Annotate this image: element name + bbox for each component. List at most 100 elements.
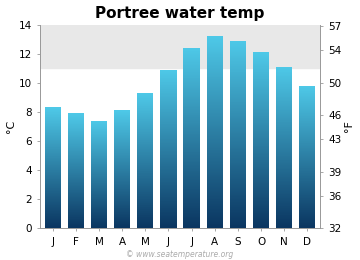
Bar [160,124,176,125]
Bar [184,135,200,136]
Bar [91,162,107,163]
Bar [68,204,84,205]
Bar [230,57,246,58]
Bar [137,189,153,190]
Bar [45,225,61,226]
Bar [184,113,200,114]
Bar [184,169,200,170]
Bar [207,192,223,193]
Bar [276,135,292,136]
Bar [299,161,315,162]
Bar [230,101,246,102]
Bar [91,136,107,137]
Bar [184,223,200,224]
Bar [207,54,223,55]
Bar [160,150,176,151]
Bar [276,150,292,151]
Bar [230,218,246,219]
Bar [160,156,176,157]
Bar [230,121,246,122]
Bar [114,170,130,171]
Bar [276,168,292,169]
Bar [230,98,246,99]
Bar [253,174,269,176]
Bar [207,139,223,140]
Bar [45,210,61,211]
Bar [207,67,223,68]
Bar [184,74,200,75]
Bar [45,205,61,206]
Bar [253,113,269,114]
Bar [45,195,61,196]
Bar [299,122,315,123]
Bar [184,184,200,185]
Bar [276,88,292,89]
Bar [253,178,269,179]
Bar [276,83,292,84]
Bar [253,84,269,85]
Bar [184,198,200,199]
Bar [207,110,223,111]
Bar [184,142,200,144]
Bar [276,215,292,216]
Bar [137,148,153,149]
Bar [207,62,223,63]
Bar [160,80,176,81]
Bar [68,136,84,137]
Bar [299,133,315,134]
Bar [253,55,269,56]
Bar [114,151,130,152]
Bar [160,166,176,167]
Bar [230,99,246,100]
Bar [184,210,200,211]
Bar [91,147,107,148]
Bar [137,121,153,122]
Bar [114,205,130,206]
Bar [160,123,176,124]
Bar [299,216,315,217]
Bar [299,175,315,176]
Bar [68,118,84,119]
Bar [91,196,107,197]
Bar [114,111,130,112]
Bar [276,192,292,193]
Bar [184,141,200,142]
Bar [137,97,153,98]
Bar [160,163,176,164]
Title: Portree water temp: Portree water temp [95,5,265,21]
Bar [184,98,200,99]
Bar [137,225,153,226]
Bar [91,188,107,189]
Bar [184,102,200,103]
Bar [276,154,292,155]
Bar [45,148,61,149]
Bar [253,169,269,170]
Bar [45,189,61,190]
Bar [114,163,130,164]
Bar [253,207,269,208]
Bar [137,134,153,135]
Bar [184,225,200,226]
Bar [230,122,246,123]
Bar [137,205,153,206]
Bar [160,173,176,174]
Bar [160,106,176,107]
Bar [160,91,176,92]
Bar [45,110,61,111]
Bar [91,227,107,228]
Bar [68,200,84,201]
Bar [137,164,153,165]
Bar [45,199,61,200]
Bar [160,157,176,158]
Bar [114,185,130,186]
Bar [137,137,153,138]
Bar [137,218,153,219]
Bar [299,145,315,146]
Bar [207,177,223,178]
Bar [230,146,246,147]
Bar [184,181,200,182]
Bar [114,203,130,204]
Bar [91,141,107,142]
Bar [207,193,223,194]
Bar [184,110,200,111]
